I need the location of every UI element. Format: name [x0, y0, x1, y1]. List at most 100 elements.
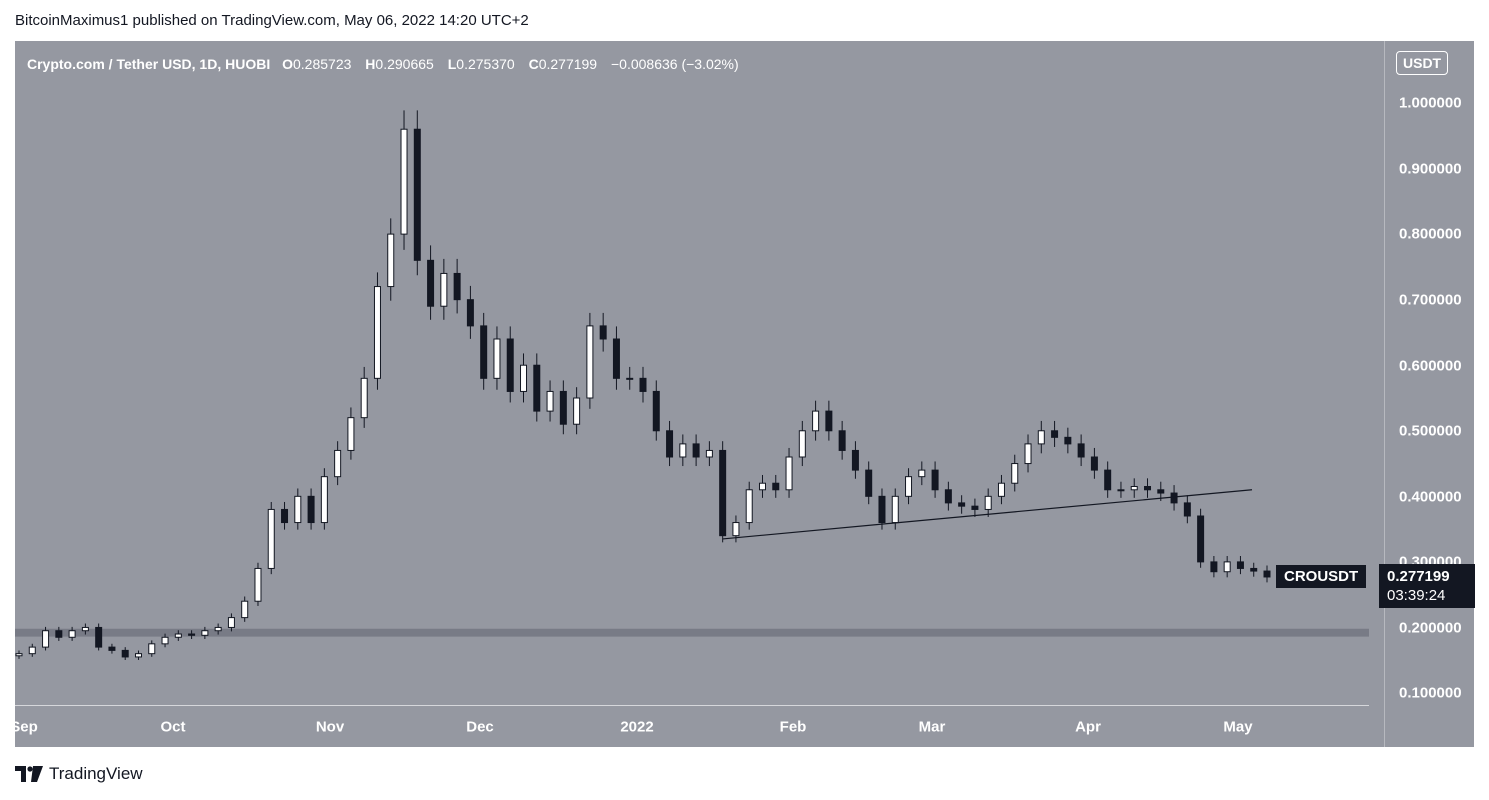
- price-tick: 0.200000: [1399, 619, 1462, 637]
- candle: [705, 441, 713, 467]
- candle-body: [440, 272, 448, 307]
- candle-body: [851, 449, 859, 471]
- price-tick: 0.500000: [1399, 422, 1462, 440]
- candle: [1144, 478, 1152, 498]
- candle-body: [652, 390, 660, 432]
- candle-body: [347, 417, 355, 451]
- candle: [865, 461, 873, 505]
- candle: [599, 312, 607, 352]
- candle-body: [174, 633, 182, 638]
- candle: [1024, 434, 1032, 473]
- candle-body: [971, 505, 979, 510]
- time-tick: Mar: [918, 718, 946, 736]
- candle-body: [705, 449, 713, 458]
- candle-body: [201, 630, 209, 636]
- candle-body: [931, 469, 939, 491]
- candle-body: [984, 495, 992, 510]
- candle: [533, 353, 541, 422]
- legend-symbol[interactable]: Crypto.com / Tether USD, 1D, HUOBI: [27, 56, 271, 72]
- candle-body: [1090, 456, 1098, 471]
- candle: [148, 640, 156, 657]
- candle-body: [520, 364, 528, 392]
- candle: [227, 613, 235, 632]
- candle: [373, 272, 381, 390]
- candle-body: [865, 469, 873, 497]
- candle: [944, 481, 952, 511]
- candle: [241, 596, 249, 622]
- time-axis[interactable]: [15, 705, 1369, 748]
- price-tick: 0.400000: [1399, 488, 1462, 506]
- candle-body: [134, 653, 142, 658]
- candle-body: [121, 649, 129, 658]
- candle-body: [188, 633, 196, 636]
- candle-body: [1104, 469, 1112, 491]
- candle-body: [626, 377, 634, 380]
- candle: [1210, 555, 1218, 578]
- candle: [201, 626, 209, 640]
- candle-body: [1051, 430, 1059, 438]
- legend-high-value: 0.290665: [375, 56, 434, 72]
- candle: [546, 380, 554, 422]
- candle: [121, 647, 129, 660]
- candle: [692, 434, 700, 467]
- candle-body: [1157, 489, 1165, 494]
- candle-body: [1223, 561, 1231, 573]
- candle: [878, 488, 886, 530]
- candle-body: [493, 338, 501, 379]
- candle: [612, 326, 620, 390]
- candle: [214, 623, 222, 635]
- candle-body: [95, 626, 103, 648]
- candle: [838, 420, 846, 460]
- candle: [559, 380, 567, 435]
- chart-legend: Crypto.com / Tether USD, 1D, HUOBI O0.28…: [27, 56, 739, 72]
- publisher-line: BitcoinMaximus1 published on TradingView…: [15, 12, 529, 29]
- time-tick: May: [1223, 718, 1253, 736]
- chart-panel[interactable]: Crypto.com / Tether USD, 1D, HUOBI O0.28…: [10, 41, 1475, 748]
- candle-body: [334, 449, 342, 478]
- candle-body: [838, 430, 846, 451]
- price-axis[interactable]: [1384, 41, 1475, 747]
- candle: [413, 110, 421, 276]
- candle-body: [55, 630, 63, 638]
- candle: [453, 258, 461, 314]
- candle-body: [918, 469, 926, 478]
- candle-body: [533, 364, 541, 412]
- candle-body: [480, 325, 488, 379]
- candle: [1250, 562, 1258, 577]
- candle: [108, 643, 116, 654]
- candle: [931, 461, 939, 498]
- candle: [15, 650, 23, 659]
- candle-body: [387, 233, 395, 288]
- candle-body: [798, 430, 806, 458]
- candle: [997, 474, 1005, 505]
- footer-brand[interactable]: TradingView: [15, 764, 143, 784]
- symbol-tag: CROUSDT: [1276, 565, 1367, 588]
- candle: [68, 626, 76, 641]
- candle: [1263, 565, 1271, 583]
- legend-low-value: 0.275370: [456, 56, 515, 72]
- candle-body: [81, 626, 89, 632]
- candle: [798, 420, 806, 467]
- candle: [320, 468, 328, 530]
- candle: [28, 643, 36, 657]
- candle: [1170, 485, 1178, 511]
- candle: [334, 441, 342, 486]
- candle: [1064, 427, 1072, 454]
- time-tick: Sep: [10, 718, 38, 736]
- last-price: 0.277199: [1387, 568, 1450, 585]
- candle-body: [1117, 489, 1125, 492]
- candle-body: [466, 299, 474, 327]
- candle-body: [812, 410, 820, 432]
- time-tick: Apr: [1075, 718, 1101, 736]
- candle: [1183, 495, 1191, 524]
- support-trendline[interactable]: [722, 489, 1253, 540]
- candle: [134, 650, 142, 660]
- currency-button[interactable]: USDT: [1396, 51, 1449, 75]
- candle-body: [413, 128, 421, 261]
- price-chart[interactable]: [15, 41, 1474, 747]
- candle: [1077, 434, 1085, 467]
- candle-body: [1263, 570, 1271, 578]
- candle: [745, 481, 753, 530]
- candle-body: [506, 338, 514, 392]
- candle-body: [227, 617, 235, 628]
